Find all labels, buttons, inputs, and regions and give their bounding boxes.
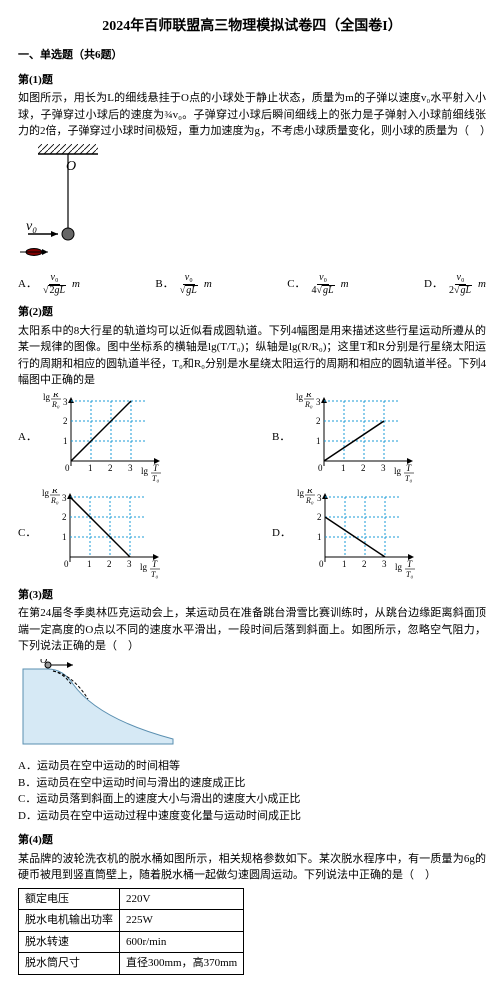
svg-text:T₀: T₀	[406, 570, 413, 579]
svg-text:v₀: v₀	[26, 219, 37, 234]
svg-text:2: 2	[361, 463, 366, 473]
q3-text: 在第24届冬季奥林匹克运动会上，某运动员在准备跳台滑雪比赛训练时，从跳台边缘距离…	[18, 605, 486, 655]
svg-text:T₀: T₀	[405, 474, 412, 483]
svg-text:lg: lg	[42, 489, 50, 498]
q2-chartA: A． 0123 123 lgRR₀ lgTT₀	[18, 393, 232, 483]
q3-optA: A．运动员在空中运动的时间相等	[18, 758, 486, 775]
q1-optC: C．v₀4√gLm	[287, 273, 348, 296]
svg-text:1: 1	[88, 463, 93, 473]
q1-optD: D．v₀2√gLm	[424, 273, 486, 296]
svg-text:lg: lg	[394, 466, 402, 476]
q3-head: 第(3)题	[18, 587, 486, 604]
svg-text:0: 0	[65, 463, 70, 473]
q1-optA: A．v₀√2gLm	[18, 273, 80, 296]
q2-charts: A． 0123 123 lgRR₀ lgTT₀ B． 0123 123 lgRR…	[18, 393, 486, 579]
svg-text:lg: lg	[297, 489, 305, 498]
svg-text:2: 2	[107, 559, 112, 569]
svg-text:1: 1	[342, 559, 347, 569]
svg-text:T: T	[153, 463, 159, 473]
svg-text:lg: lg	[140, 562, 148, 572]
svg-text:2: 2	[63, 416, 68, 426]
table-row: 脱水筒尺寸直径300mm，高370mm	[19, 953, 244, 975]
svg-text:2: 2	[317, 512, 322, 522]
svg-text:R: R	[305, 393, 312, 399]
svg-text:lg: lg	[395, 562, 403, 572]
q1-optB: B．v₀√gLm	[155, 273, 211, 296]
svg-text:3: 3	[382, 559, 387, 569]
svg-text:R₀: R₀	[304, 400, 313, 409]
svg-text:3: 3	[128, 463, 133, 473]
svg-text:3: 3	[62, 493, 67, 503]
svg-text:O: O	[40, 659, 47, 666]
q3-optD: D．运动员在空中运动过程中速度变化量与运动时间成正比	[18, 808, 486, 825]
q3-figure: O	[18, 659, 486, 755]
svg-text:0: 0	[64, 559, 69, 569]
svg-text:3: 3	[63, 397, 68, 407]
svg-text:R: R	[52, 393, 59, 399]
page-title: 2024年百师联盟高三物理模拟试卷四（全国卷I）	[18, 16, 486, 37]
svg-text:lg: lg	[141, 466, 149, 476]
svg-text:R₀: R₀	[50, 496, 59, 505]
svg-text:1: 1	[62, 532, 67, 542]
svg-text:2: 2	[316, 416, 321, 426]
q1-text: 如图所示，用长为L的细线悬挂于O点的小球处于静止状态，质量为m的子弹以速度v₀水…	[18, 90, 486, 140]
svg-text:3: 3	[127, 559, 132, 569]
q4-head: 第(4)题	[18, 832, 486, 849]
q3-optB: B．运动员在空中运动时间与滑出的速度成正比	[18, 775, 486, 792]
svg-text:0: 0	[318, 463, 323, 473]
svg-text:R₀: R₀	[51, 400, 60, 409]
q4-table: 额定电压220V 脱水电机输出功率225W 脱水转速600r/min 脱水筒尺寸…	[18, 888, 244, 975]
svg-text:3: 3	[316, 397, 321, 407]
svg-text:R: R	[306, 489, 313, 495]
table-row: 额定电压220V	[19, 888, 244, 910]
q1-options: A．v₀√2gLm B．v₀√gLm C．v₀4√gLm D．v₀2√gLm	[18, 273, 486, 296]
svg-text:0: 0	[319, 559, 324, 569]
svg-text:T: T	[152, 559, 158, 569]
svg-text:1: 1	[317, 532, 322, 542]
svg-text:lg: lg	[43, 393, 51, 402]
table-row: 脱水电机输出功率225W	[19, 910, 244, 932]
q2-chartC: C． 0123 123 lgRR₀ lgTT₀	[18, 489, 232, 579]
q2-chartD: D． 0123 123 lgRR₀ lgTT₀	[272, 489, 486, 579]
table-row: 脱水转速600r/min	[19, 931, 244, 953]
svg-text:1: 1	[63, 436, 68, 446]
section-header: 一、单选题（共6题）	[18, 47, 486, 64]
q2-head: 第(2)题	[18, 304, 486, 321]
q1-figure: O v₀	[18, 144, 486, 270]
svg-text:2: 2	[62, 512, 67, 522]
svg-text:3: 3	[317, 493, 322, 503]
svg-text:T₀: T₀	[151, 570, 158, 579]
svg-text:R: R	[51, 489, 58, 495]
q4-text: 某品牌的波轮洗衣机的脱水桶如图所示，相关规格参数如下。某次脱水程序中，有一质量为…	[18, 851, 486, 884]
svg-text:1: 1	[87, 559, 92, 569]
q2-chartB: B． 0123 123 lgRR₀ lgTT₀	[272, 393, 486, 483]
svg-text:T: T	[407, 559, 413, 569]
q1-head: 第(1)题	[18, 72, 486, 89]
svg-text:lg: lg	[296, 393, 304, 402]
svg-text:3: 3	[381, 463, 386, 473]
q3-optC: C．运动员落到斜面上的速度大小与滑出的速度大小成正比	[18, 791, 486, 808]
svg-text:T₀: T₀	[152, 474, 159, 483]
svg-text:1: 1	[316, 436, 321, 446]
svg-text:2: 2	[362, 559, 367, 569]
svg-text:1: 1	[341, 463, 346, 473]
svg-text:R₀: R₀	[305, 496, 314, 505]
q2-text: 太阳系中的8大行星的轨道均可以近似看成圆轨道。下列4幅图是用来描述这些行星运动所…	[18, 323, 486, 389]
svg-text:T: T	[406, 463, 412, 473]
svg-text:2: 2	[108, 463, 113, 473]
